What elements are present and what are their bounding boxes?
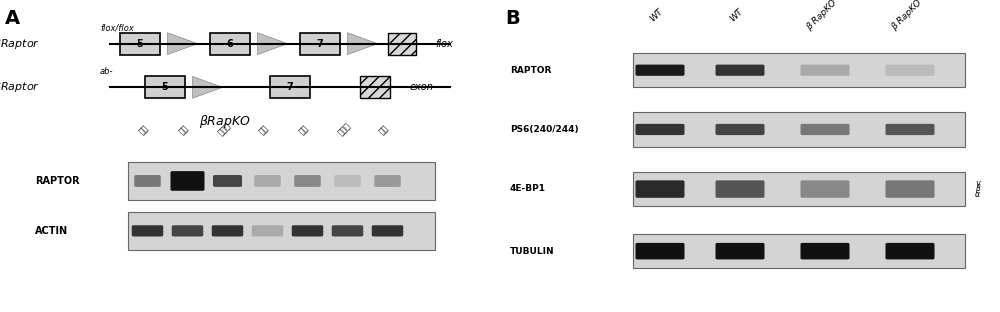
Text: β RapKO: β RapKO bbox=[805, 0, 839, 32]
Text: 7: 7 bbox=[287, 82, 293, 92]
Text: flox: flox bbox=[435, 39, 453, 49]
FancyBboxPatch shape bbox=[633, 53, 965, 87]
FancyBboxPatch shape bbox=[300, 33, 340, 55]
FancyBboxPatch shape bbox=[372, 225, 403, 236]
FancyBboxPatch shape bbox=[636, 65, 684, 76]
FancyBboxPatch shape bbox=[886, 243, 934, 260]
FancyBboxPatch shape bbox=[716, 65, 765, 76]
Polygon shape bbox=[348, 33, 377, 55]
FancyBboxPatch shape bbox=[886, 65, 934, 76]
FancyBboxPatch shape bbox=[633, 112, 965, 147]
FancyBboxPatch shape bbox=[716, 185, 765, 192]
FancyBboxPatch shape bbox=[800, 243, 850, 260]
Text: $\it{\beta RapKO}$: $\it{\beta RapKO}$ bbox=[199, 113, 251, 130]
FancyBboxPatch shape bbox=[636, 243, 684, 260]
FancyBboxPatch shape bbox=[134, 175, 161, 187]
FancyBboxPatch shape bbox=[332, 225, 363, 236]
FancyBboxPatch shape bbox=[716, 124, 765, 135]
FancyBboxPatch shape bbox=[636, 191, 684, 198]
FancyBboxPatch shape bbox=[636, 185, 684, 192]
Text: 4E-BP1: 4E-BP1 bbox=[510, 184, 546, 193]
FancyBboxPatch shape bbox=[633, 234, 965, 268]
Text: 下丘脏: 下丘脏 bbox=[336, 121, 352, 138]
FancyBboxPatch shape bbox=[716, 180, 765, 187]
FancyBboxPatch shape bbox=[800, 65, 850, 76]
FancyBboxPatch shape bbox=[252, 225, 283, 236]
Text: WT: WT bbox=[729, 7, 745, 24]
Text: 胰岛: 胰岛 bbox=[378, 123, 391, 136]
Text: β: β bbox=[975, 184, 980, 193]
Text: TUBULIN: TUBULIN bbox=[510, 247, 555, 256]
FancyBboxPatch shape bbox=[270, 76, 310, 98]
FancyBboxPatch shape bbox=[800, 185, 850, 192]
FancyBboxPatch shape bbox=[716, 243, 765, 260]
FancyBboxPatch shape bbox=[128, 162, 435, 200]
Text: 心肌: 心肌 bbox=[138, 123, 151, 136]
Text: 骨骼肌: 骨骼肌 bbox=[216, 121, 232, 138]
FancyBboxPatch shape bbox=[800, 180, 850, 187]
Text: 肝脏: 肝脏 bbox=[178, 123, 191, 136]
FancyBboxPatch shape bbox=[172, 225, 203, 236]
FancyBboxPatch shape bbox=[334, 175, 361, 187]
Text: A: A bbox=[5, 9, 20, 28]
FancyBboxPatch shape bbox=[120, 33, 160, 55]
FancyBboxPatch shape bbox=[128, 212, 435, 250]
FancyBboxPatch shape bbox=[800, 191, 850, 198]
FancyBboxPatch shape bbox=[886, 185, 934, 192]
FancyBboxPatch shape bbox=[254, 175, 281, 187]
Text: 7: 7 bbox=[317, 39, 323, 49]
FancyBboxPatch shape bbox=[886, 180, 934, 187]
Text: α: α bbox=[975, 190, 980, 199]
FancyBboxPatch shape bbox=[388, 33, 416, 55]
FancyBboxPatch shape bbox=[886, 124, 934, 135]
Text: RAPTOR: RAPTOR bbox=[510, 66, 551, 75]
Text: $\it{\beta Raptor}$: $\it{\beta Raptor}$ bbox=[0, 80, 40, 94]
Text: ab-: ab- bbox=[100, 67, 114, 76]
Text: β RapKO: β RapKO bbox=[890, 0, 924, 32]
FancyBboxPatch shape bbox=[294, 175, 321, 187]
FancyBboxPatch shape bbox=[633, 172, 965, 206]
Text: γ: γ bbox=[975, 179, 980, 188]
Text: 肾脏: 肾脏 bbox=[258, 123, 271, 136]
FancyBboxPatch shape bbox=[800, 124, 850, 135]
Text: 5: 5 bbox=[162, 82, 168, 92]
Text: WT: WT bbox=[649, 7, 665, 24]
FancyBboxPatch shape bbox=[716, 191, 765, 198]
Text: B: B bbox=[505, 9, 520, 28]
Polygon shape bbox=[192, 76, 222, 98]
FancyBboxPatch shape bbox=[636, 180, 684, 187]
Text: PS6(240/244): PS6(240/244) bbox=[510, 125, 579, 134]
FancyBboxPatch shape bbox=[886, 191, 934, 198]
FancyBboxPatch shape bbox=[145, 76, 185, 98]
FancyBboxPatch shape bbox=[210, 33, 250, 55]
Text: 脂肪: 脂肪 bbox=[298, 123, 311, 136]
Text: $\it{\beta Raptor}$: $\it{\beta Raptor}$ bbox=[0, 37, 40, 51]
Polygon shape bbox=[258, 33, 288, 55]
FancyBboxPatch shape bbox=[212, 225, 243, 236]
FancyBboxPatch shape bbox=[132, 225, 163, 236]
Text: 6: 6 bbox=[227, 39, 233, 49]
Text: exon: exon bbox=[410, 82, 434, 92]
FancyBboxPatch shape bbox=[636, 124, 684, 135]
FancyBboxPatch shape bbox=[374, 175, 401, 187]
FancyBboxPatch shape bbox=[360, 76, 390, 98]
FancyBboxPatch shape bbox=[292, 225, 323, 236]
Text: 5: 5 bbox=[137, 39, 143, 49]
Text: ACTIN: ACTIN bbox=[35, 226, 68, 236]
Text: RAPTOR: RAPTOR bbox=[35, 176, 80, 186]
FancyBboxPatch shape bbox=[170, 171, 205, 191]
Text: flox/flox: flox/flox bbox=[100, 24, 134, 32]
FancyBboxPatch shape bbox=[213, 175, 242, 187]
Polygon shape bbox=[168, 33, 198, 55]
